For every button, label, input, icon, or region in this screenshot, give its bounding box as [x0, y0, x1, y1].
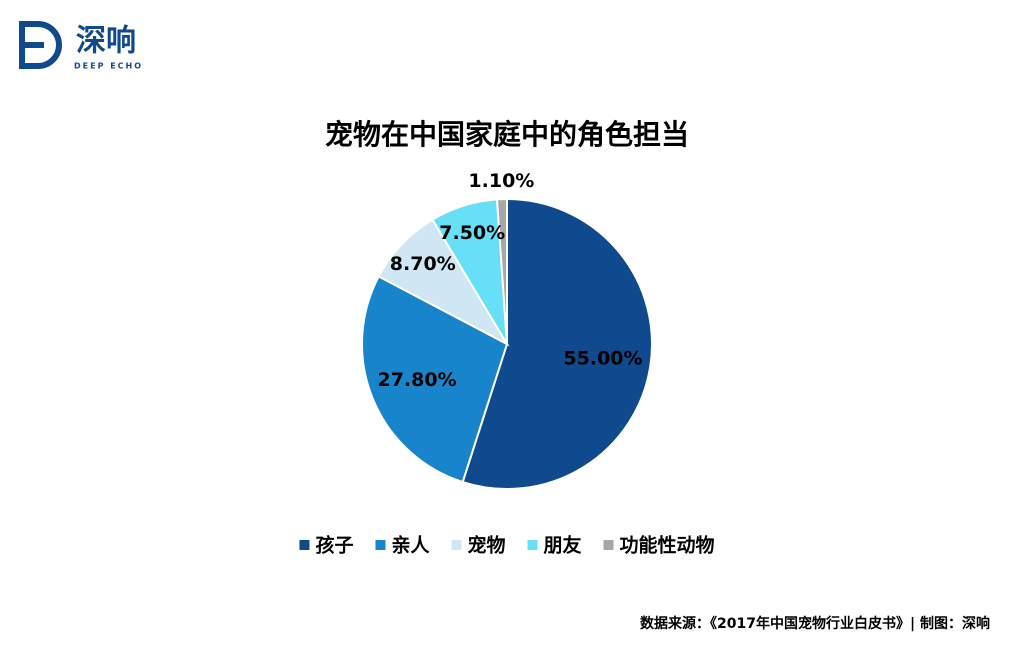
logo-d [19, 21, 62, 69]
pie [361, 197, 653, 490]
data-label: 55.00% [563, 348, 642, 370]
legend-swatch [451, 540, 462, 550]
legend-label: 孩子 [315, 534, 353, 557]
legend: 孩子 亲人 宠物 朋友 功能性动物 [299, 534, 715, 557]
legend-item: 孩子 [299, 534, 353, 557]
pie-slice [461, 197, 653, 490]
legend-swatch [527, 540, 538, 550]
legend-swatch [603, 540, 614, 550]
data-label: 8.70% [390, 253, 456, 275]
data-label: 7.50% [439, 222, 505, 244]
logo-subname: DEEP ECHO [74, 62, 143, 71]
data-label: 27.80% [377, 369, 456, 391]
legend-item: 亲人 [375, 534, 430, 557]
source: 数据来源：《2017年中国宠物行业白皮书》| 制图：深响 [640, 615, 990, 632]
legend-item: 宠物 [451, 534, 506, 557]
data-label: 1.10% [468, 170, 534, 192]
chart-title: 宠物在中国家庭中的角色担当 [325, 118, 689, 151]
logo-mark [19, 21, 62, 69]
logo-name: 深响 [76, 24, 136, 59]
pie-slice [361, 275, 509, 484]
pie-slice [495, 197, 508, 345]
legend-label: 朋友 [544, 534, 582, 557]
legend-item: 功能性动物 [603, 534, 715, 557]
legend-label: 亲人 [391, 534, 430, 557]
legend-swatch [375, 540, 386, 550]
labels: 55.00% 27.80% 8.70% 7.50% 1.10% [377, 170, 642, 391]
legend-item: 朋友 [527, 534, 582, 557]
legend-swatch [299, 540, 310, 550]
legend-label: 功能性动物 [620, 534, 715, 557]
legend-label: 宠物 [467, 534, 505, 557]
